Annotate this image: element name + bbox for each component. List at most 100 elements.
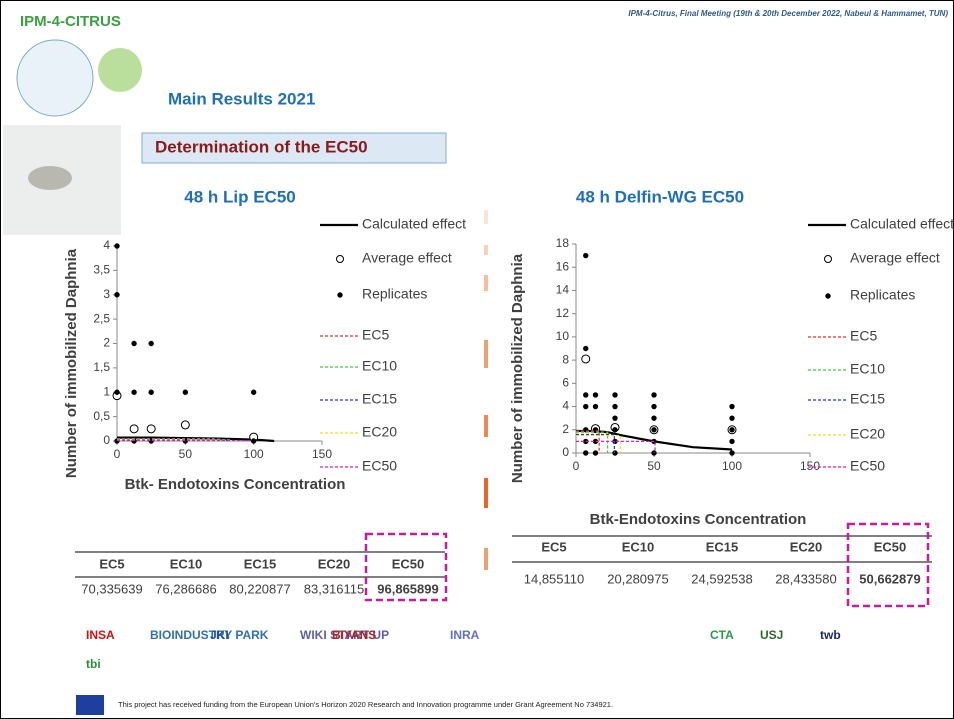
legend-label: Average effect [362, 250, 452, 266]
replicate-point [593, 393, 597, 397]
average-point [130, 425, 138, 433]
logo-text: CTA [710, 628, 734, 642]
y-tick-label: 0 [562, 445, 569, 459]
x-tick-label: 150 [800, 459, 820, 473]
table-cell: 76,286686 [155, 581, 216, 596]
table-header: EC15 [706, 539, 739, 554]
logo-tree [98, 48, 142, 92]
brand: IPM-4-CITRUS [20, 13, 121, 30]
replicate-point [183, 390, 187, 394]
y-tick-label: 12 [556, 306, 570, 320]
footer: This project has received funding from t… [118, 700, 613, 709]
y-tick-label: 2,5 [93, 311, 110, 325]
replicate-point [251, 439, 255, 443]
legend-swatch [825, 256, 832, 263]
replicate-point [593, 404, 597, 408]
y-tick-label: 3,5 [93, 263, 110, 277]
legend-label: EC5 [362, 327, 389, 343]
replicate-point [652, 393, 656, 397]
table-header: EC20 [318, 556, 351, 571]
x-tick-label: 0 [573, 459, 580, 473]
y-tick-label: 0,5 [93, 409, 110, 423]
table-cell: 14,855110 [524, 571, 585, 586]
y-tick-label: 2 [562, 422, 569, 436]
logo-text: JKI [210, 628, 229, 642]
legend-swatch [337, 256, 344, 263]
replicate-point [132, 341, 136, 345]
replicate-point [584, 346, 588, 350]
y-tick-label: 3 [103, 287, 110, 301]
table-cell: 24,592538 [691, 571, 752, 586]
replicate-point [115, 293, 119, 297]
x-tick-label: 100 [244, 447, 264, 461]
logo-text: INRA [450, 628, 480, 642]
replicate-point [251, 390, 255, 394]
legend-swatch [338, 293, 342, 297]
table-header: EC10 [170, 556, 203, 571]
slide: IPM-4-CITRUS IPM-4-Citrus, Final Meeting… [0, 0, 954, 719]
legend-label: Calculated effect [850, 216, 954, 232]
legend-label: Calculated effect [362, 216, 466, 232]
y-tick-label: 1 [103, 384, 110, 398]
y-tick-label: 16 [556, 259, 570, 273]
table-header: EC5 [99, 556, 124, 571]
legend-label: EC15 [850, 391, 885, 407]
x-tick-label: 50 [179, 447, 193, 461]
table-header: EC20 [790, 539, 823, 554]
y-tick-label: 18 [556, 236, 570, 250]
y-tick-label: 4 [103, 238, 110, 252]
replicate-point [613, 416, 617, 420]
replicate-point [652, 404, 656, 408]
replicate-point [730, 404, 734, 408]
replicate-point [613, 451, 617, 455]
legend-label: EC15 [362, 391, 397, 407]
logo-text: INSA [86, 628, 115, 642]
legend-label: EC50 [850, 458, 885, 474]
legend-label: Replicates [850, 287, 915, 303]
x-tick-label: 150 [312, 447, 332, 461]
replicate-point [652, 416, 656, 420]
legend-label: Replicates [362, 286, 427, 302]
x-tick-label: 0 [114, 447, 121, 461]
replicate-point [132, 390, 136, 394]
replicate-point [613, 393, 617, 397]
legend-label: EC10 [362, 358, 397, 374]
y-tick-label: 6 [562, 376, 569, 390]
table-cell: 70,335639 [81, 581, 142, 596]
table-cell: 83,316115 [304, 581, 365, 596]
logo-text: tbi [86, 657, 101, 671]
table-header: EC50 [874, 539, 907, 554]
replicate-point [730, 451, 734, 455]
chart-title: 48 h Delfin-WG EC50 [576, 187, 744, 206]
frame [1, 1, 954, 719]
y-axis-label: Number of immobilized Daphnia [63, 248, 80, 478]
average-point [181, 421, 189, 429]
replicate-point [584, 253, 588, 257]
replicate-point [730, 428, 734, 432]
logo-flask [17, 40, 93, 116]
replicate-point [584, 451, 588, 455]
legend-swatch [826, 294, 830, 298]
y-axis-label: Number of immobilized Daphnia [509, 253, 526, 483]
replicate-point [584, 404, 588, 408]
daphnia [28, 166, 72, 190]
replicate-point [149, 390, 153, 394]
x-axis-label: Btk- Endotoxins Concentration [125, 476, 346, 493]
y-tick-label: 8 [562, 352, 569, 366]
replicate-point [730, 439, 734, 443]
table-cell: 20,280975 [607, 571, 668, 586]
legend-label: EC50 [362, 458, 397, 474]
y-tick-label: 10 [556, 329, 570, 343]
legend-label: Average effect [850, 250, 940, 266]
replicate-point [149, 341, 153, 345]
meeting: IPM-4-Citrus, Final Meeting (19th & 20th… [628, 9, 948, 18]
table-cell: 50,662879 [859, 571, 920, 586]
table-cell: 80,220877 [229, 581, 290, 596]
legend-label: EC20 [362, 424, 397, 440]
table-header: EC15 [244, 556, 277, 571]
replicate-point [115, 390, 119, 394]
banner: Determination of the EC50 [155, 137, 368, 156]
table-header: EC10 [622, 539, 655, 554]
replicate-point [593, 451, 597, 455]
logo-text: USJ [760, 628, 783, 642]
